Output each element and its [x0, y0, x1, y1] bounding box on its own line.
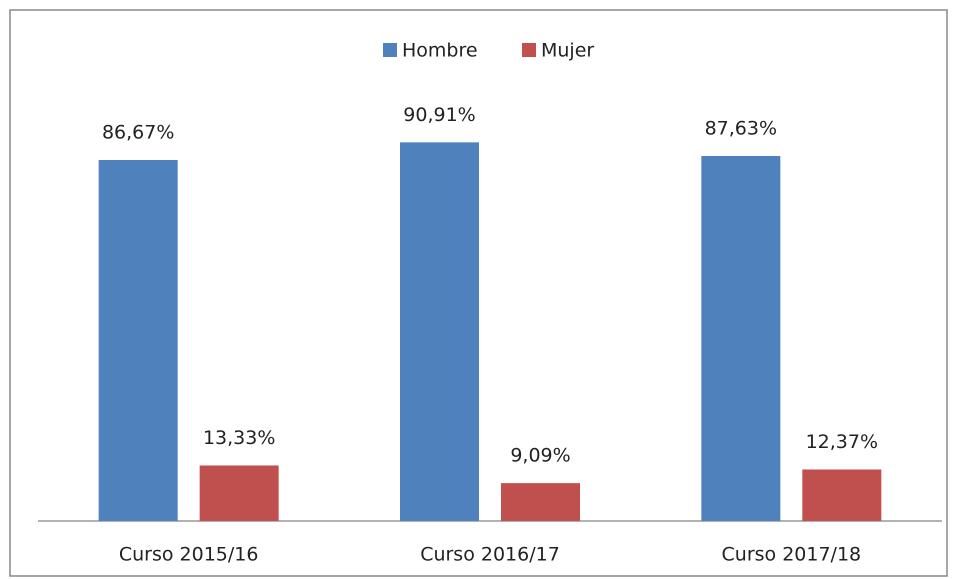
bar — [701, 156, 781, 521]
bar — [400, 142, 479, 521]
bar — [98, 160, 178, 521]
x-tick-label: Curso 2015/16 — [119, 544, 259, 566]
data-label: 87,63% — [705, 118, 777, 140]
x-tick-label: Curso 2016/17 — [420, 544, 560, 566]
legend-label: Hombre — [402, 40, 478, 62]
data-label: 12,37% — [806, 431, 878, 453]
data-label: 13,33% — [203, 427, 275, 449]
bar — [199, 465, 279, 521]
data-label: 9,09% — [510, 445, 570, 467]
data-label: 86,67% — [102, 122, 174, 144]
data-label: 90,91% — [403, 104, 475, 126]
x-tick-label: Curso 2017/18 — [722, 544, 862, 566]
legend-swatch — [522, 43, 536, 57]
bar — [802, 469, 882, 521]
bar — [501, 483, 580, 521]
legend-label: Mujer — [541, 40, 594, 62]
legend-swatch — [383, 43, 397, 57]
